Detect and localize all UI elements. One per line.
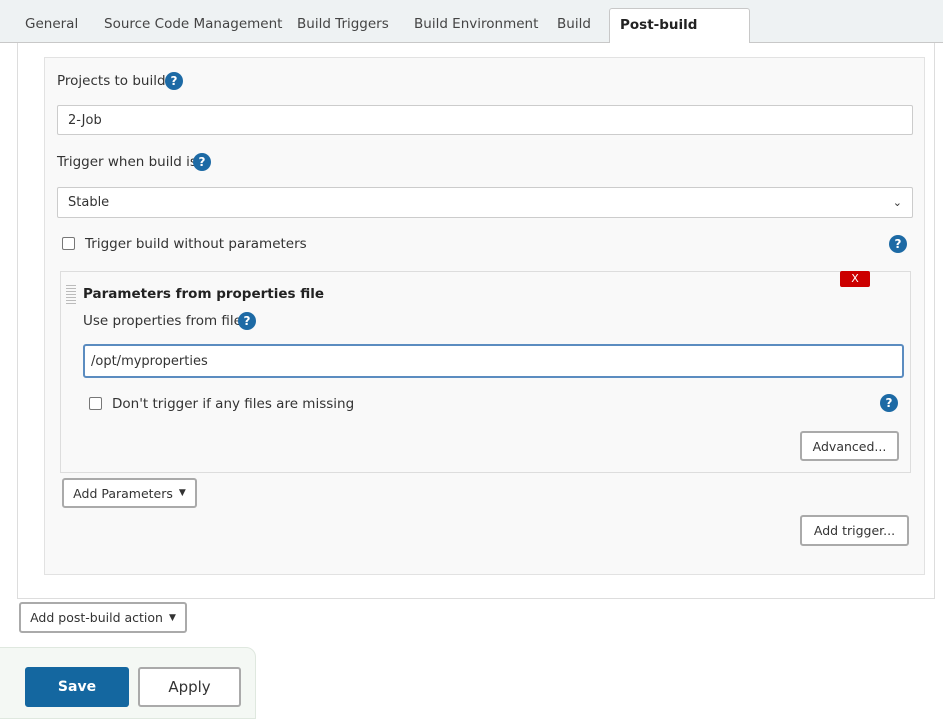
add-post-build-action-label: Add post-build action: [30, 610, 163, 625]
projects-label: Projects to build: [57, 73, 166, 89]
tab-bar: General Source Code Management Build Tri…: [0, 0, 943, 65]
trigger-select-value: Stable: [68, 195, 110, 210]
caret-down-icon: ▼: [168, 612, 176, 623]
help-icon[interactable]: ?: [238, 312, 256, 330]
parameters-block-title: Parameters from properties file: [83, 286, 325, 302]
tab-post-build-actions[interactable]: Post-build Actions: [609, 8, 750, 65]
add-post-build-action-button[interactable]: Add post-build action ▼: [19, 602, 187, 633]
use-file-label: Use properties from file: [83, 313, 242, 329]
help-icon[interactable]: ?: [880, 394, 898, 412]
tab-build[interactable]: Build: [557, 16, 591, 32]
apply-button[interactable]: Apply: [138, 667, 241, 707]
delete-button[interactable]: X: [840, 271, 870, 287]
projects-input[interactable]: 2-Job: [57, 105, 913, 135]
properties-file-input[interactable]: /opt/myproperties: [83, 344, 904, 378]
help-icon[interactable]: ?: [165, 72, 183, 90]
help-icon[interactable]: ?: [889, 235, 907, 253]
drag-handle-icon[interactable]: [66, 285, 76, 305]
trigger-label: Trigger when build is: [57, 154, 197, 170]
add-parameters-button[interactable]: Add Parameters ▼: [62, 478, 197, 508]
add-parameters-label: Add Parameters: [73, 485, 173, 501]
trigger-without-params-label: Trigger build without parameters: [85, 236, 307, 252]
advanced-button[interactable]: Advanced...: [800, 431, 899, 461]
add-trigger-button[interactable]: Add trigger...: [800, 515, 909, 546]
tab-build-environment[interactable]: Build Environment: [414, 16, 539, 32]
caret-down-icon: ▼: [178, 488, 186, 498]
tab-source-code-management[interactable]: Source Code Management: [104, 16, 283, 32]
save-button[interactable]: Save: [25, 667, 129, 707]
dont-trigger-checkbox[interactable]: [89, 397, 102, 410]
tab-build-triggers[interactable]: Build Triggers: [297, 16, 389, 32]
trigger-select[interactable]: Stable ⌄: [57, 187, 913, 218]
trigger-without-params-checkbox[interactable]: [62, 237, 75, 250]
help-icon[interactable]: ?: [193, 153, 211, 171]
tab-general[interactable]: General: [25, 16, 79, 32]
dont-trigger-label: Don't trigger if any files are missing: [112, 396, 355, 412]
chevron-down-icon: ⌄: [892, 196, 902, 209]
